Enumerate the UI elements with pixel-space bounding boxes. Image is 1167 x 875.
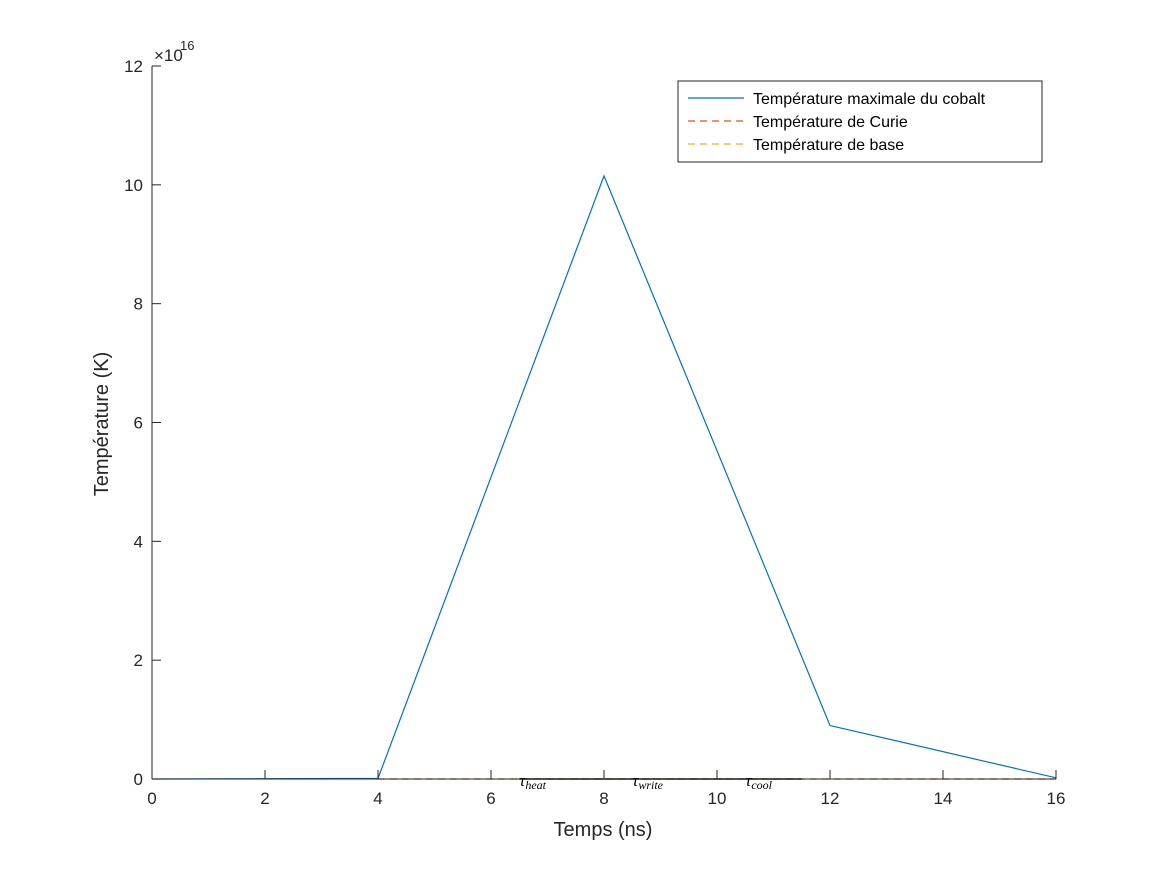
y-axis-multiplier: ×10: [154, 46, 183, 65]
legend-label: Température de base: [753, 137, 904, 154]
x-axis-label: Temps (ns): [554, 819, 653, 841]
x-tick-label: 16: [1047, 789, 1066, 808]
x-tick-label: 4: [373, 789, 382, 808]
y-tick-label: 12: [124, 57, 143, 76]
y-tick-label: 6: [134, 414, 143, 433]
y-tick-label: 10: [124, 176, 143, 195]
y-axis-exponent: 16: [180, 38, 194, 53]
x-tick-label: 6: [486, 789, 495, 808]
x-tick-label: 10: [708, 789, 727, 808]
annotation-label: τcool: [745, 771, 772, 792]
legend: Température maximale du cobalt Températur…: [677, 80, 1043, 163]
x-tick-label: 0: [147, 789, 156, 808]
x-tick-label: 12: [821, 789, 840, 808]
annotation-label: τheat: [519, 771, 546, 792]
x-tick-label: 14: [934, 789, 953, 808]
x-tick-label: 2: [260, 789, 269, 808]
y-tick-label: 8: [134, 295, 143, 314]
axes: 0 2 4 6 8 10 12 14 16 0 2 4 6 8 10 12: [124, 57, 1065, 808]
x-tick-label: 8: [599, 789, 608, 808]
legend-label: Température de Curie: [753, 114, 908, 131]
y-tick-label: 2: [134, 651, 143, 670]
annotation-label: τwrite: [632, 771, 663, 792]
y-tick-label: 4: [134, 532, 143, 551]
y-tick-label: 0: [134, 770, 143, 789]
legend-label: Température maximale du cobalt: [753, 91, 986, 108]
y-axis-label: Température (K): [91, 352, 113, 497]
